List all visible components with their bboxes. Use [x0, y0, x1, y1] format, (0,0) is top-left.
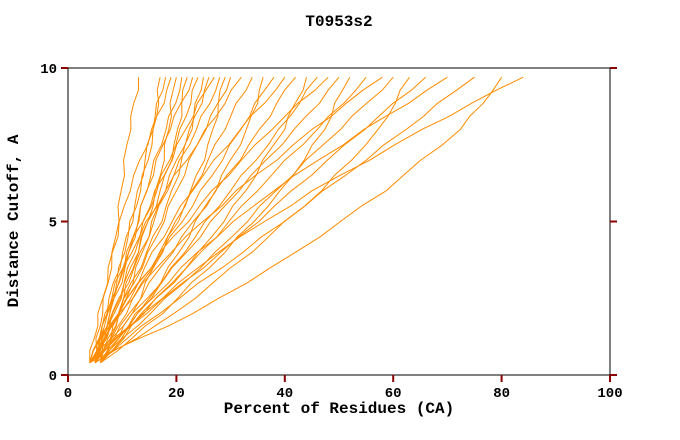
x-tick-label: 80	[493, 386, 510, 402]
model-curve	[89, 77, 188, 363]
x-tick-label: 20	[168, 386, 185, 402]
model-curve	[89, 76, 383, 363]
model-curve	[100, 76, 286, 363]
plot-layer: 0 20 40 60 80 100 0 5 10	[40, 62, 622, 402]
y-tick-label: 0	[49, 369, 57, 385]
x-tick-label: 40	[276, 386, 293, 402]
model-curve	[89, 76, 242, 363]
model-curve	[94, 76, 215, 363]
model-curve	[89, 77, 172, 363]
model-curve	[89, 77, 221, 363]
model-curve	[89, 76, 340, 363]
model-curve	[100, 76, 253, 363]
plot-frame	[67, 67, 611, 376]
model-curve	[100, 76, 524, 364]
model-curve	[100, 76, 351, 364]
y-axis-label: Distance Cutoff, A	[5, 134, 23, 307]
x-tick-label: 60	[385, 386, 402, 402]
model-curve	[94, 76, 410, 364]
model-curve	[100, 77, 194, 363]
x-tick-label: 100	[597, 386, 622, 402]
chart-title: T0953s2	[305, 13, 372, 31]
model-curve	[94, 76, 475, 364]
model-curve	[89, 76, 503, 364]
x-axis-label: Percent of Residues (CA)	[224, 400, 454, 418]
model-curve	[100, 76, 318, 363]
model-curve	[94, 76, 296, 364]
model-curve	[100, 76, 448, 363]
model-curve	[89, 76, 427, 364]
y-tick-label: 5	[49, 216, 57, 232]
model-curve	[100, 76, 394, 364]
y-tick-label: 10	[40, 62, 57, 78]
x-tick-label: 0	[64, 386, 72, 402]
